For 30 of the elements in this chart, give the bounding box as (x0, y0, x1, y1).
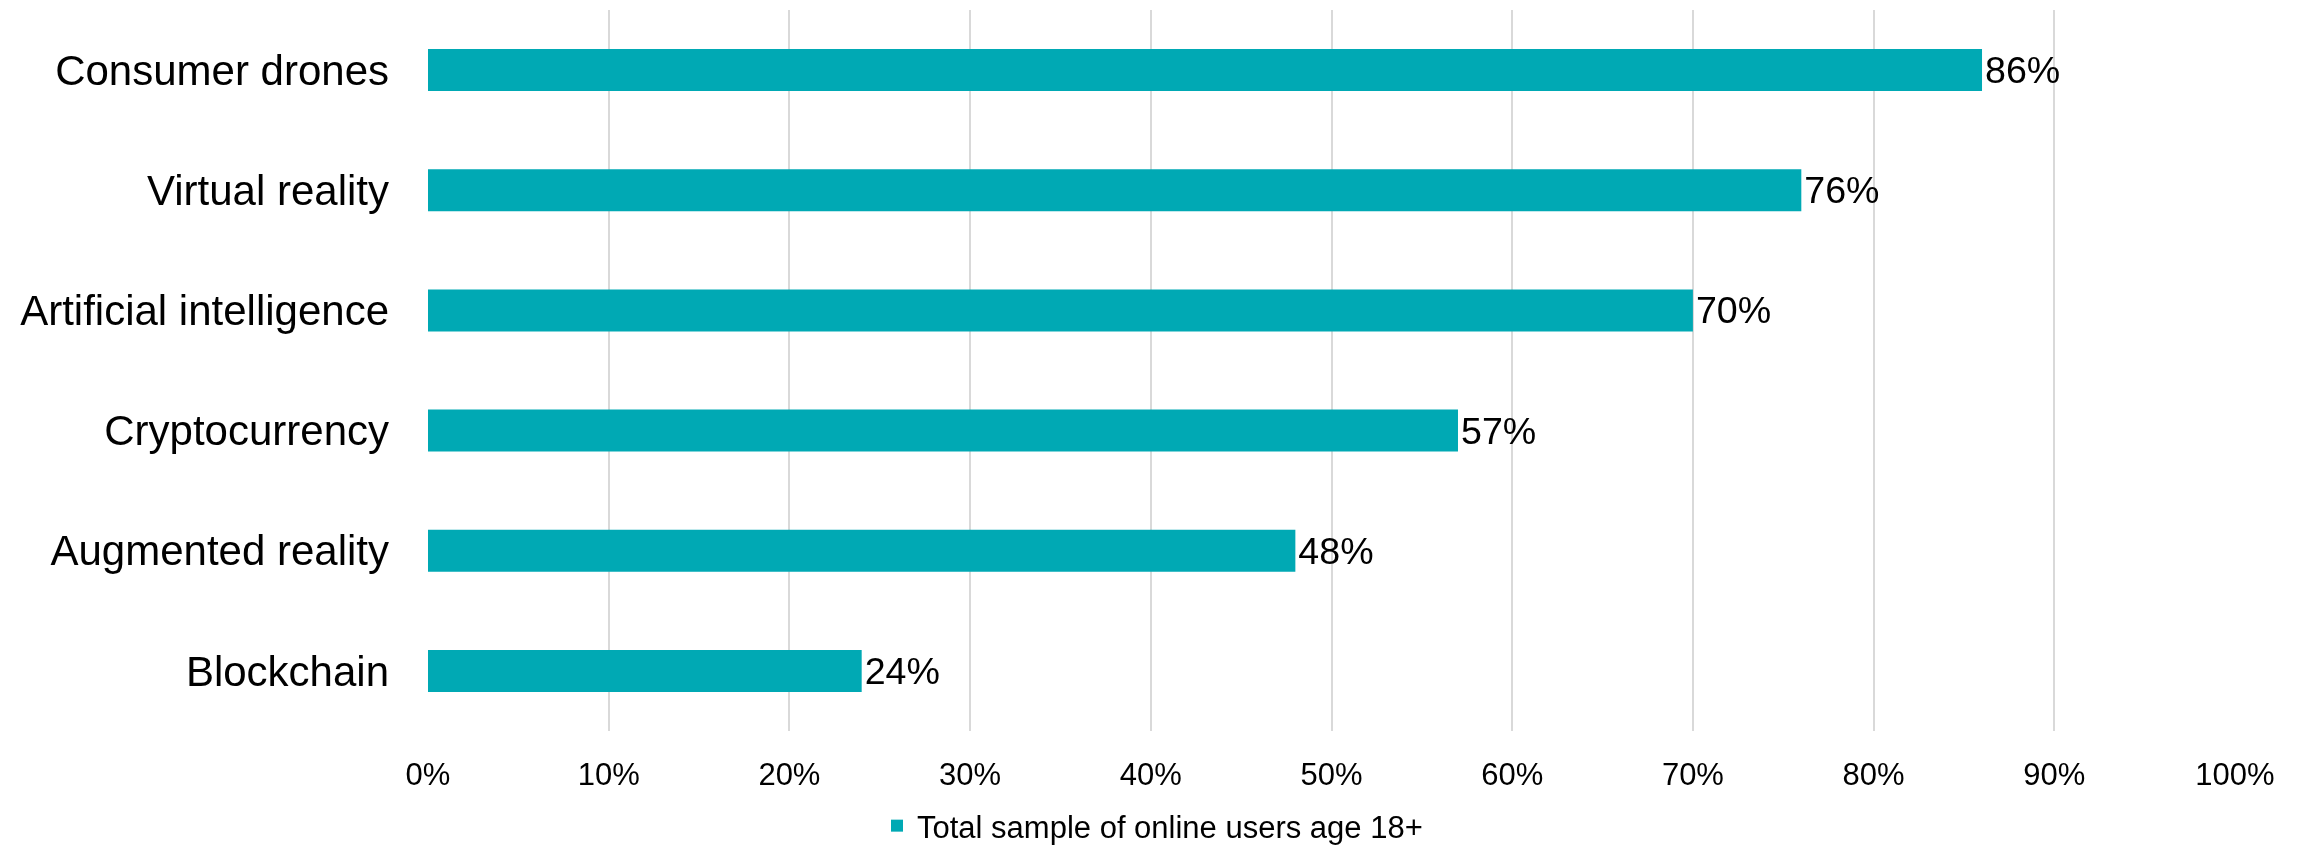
data-label: 70% (1695, 289, 1772, 332)
bar (428, 409, 1458, 452)
y-tick-label: Augmented reality (50, 527, 389, 575)
x-tick-label: 50% (1300, 757, 1363, 792)
bar (428, 649, 862, 692)
y-tick-label: Consumer drones (55, 46, 389, 94)
x-tick-label: 10% (577, 757, 640, 792)
y-tick-label: Virtual reality (147, 166, 389, 214)
y-tick-label: Cryptocurrency (104, 407, 389, 455)
data-label: 24% (864, 649, 940, 692)
bar (428, 529, 1296, 572)
x-tick-label: 80% (1842, 757, 1905, 792)
x-tick-label: 70% (1661, 757, 1724, 792)
data-label: 76% (1804, 169, 1880, 212)
bar (428, 289, 1693, 332)
legend-label: Total sample of online users age 18+ (917, 809, 1423, 845)
bar (428, 169, 1802, 212)
x-tick-label: 30% (939, 757, 1002, 792)
data-label: 86% (1985, 49, 2061, 92)
y-tick-label: Blockchain (185, 647, 389, 695)
x-tick-label: 100% (2195, 757, 2275, 792)
x-tick-label: 20% (758, 757, 821, 792)
x-tick-label: 0% (405, 757, 451, 792)
x-tick-label: 40% (1119, 757, 1182, 792)
x-tick-label: 90% (2023, 757, 2086, 792)
data-label: 57% (1460, 409, 1537, 452)
bar (428, 49, 1983, 92)
data-label: 48% (1298, 529, 1374, 572)
x-tick-label: 60% (1481, 757, 1544, 792)
y-tick-label: Artificial intelligence (20, 287, 389, 335)
